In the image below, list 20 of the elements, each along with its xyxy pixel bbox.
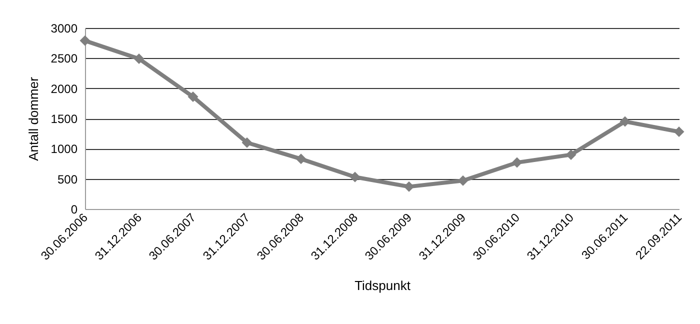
y-tick-label: 3000 [50,22,78,36]
point [620,116,630,127]
point [296,154,306,164]
y-tick-label: 2500 [50,52,78,66]
y-tick-label: 2000 [50,82,78,96]
point [512,157,522,168]
x-axis-title: Tidspunkt [354,278,411,294]
point [566,149,576,160]
point [242,137,252,148]
point [134,54,144,64]
y-tick-label: 500 [57,172,78,186]
y-axis-title: Antall dommer [26,76,41,161]
y-tick-label: 0 [70,202,78,216]
point [188,92,198,102]
y-tick-label: 1500 [50,112,78,126]
point [80,35,90,46]
point [404,181,414,192]
point [674,126,684,138]
point [350,172,360,182]
y-tick-label: 1000 [50,142,78,156]
